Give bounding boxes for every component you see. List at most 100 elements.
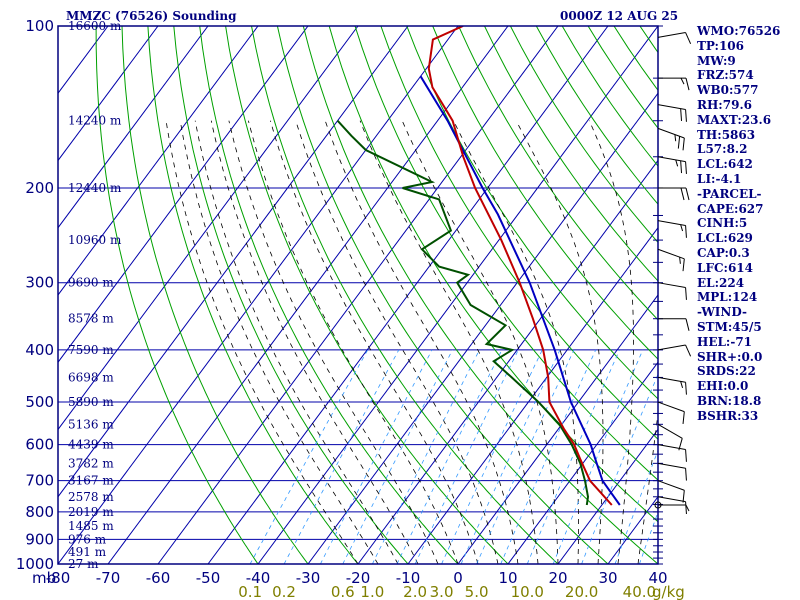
pressure-tick-label: 200 [25,179,54,197]
mixing-ratio-line [614,449,658,564]
dry-adiabat-line [225,26,509,564]
dry-adiabat-line [276,26,609,564]
isotherm-line [58,26,309,364]
isotherm-line [207,26,609,564]
stat-item: CAP:0.3 [697,245,750,260]
temperature-tick-label: 10 [498,569,517,587]
dry-adiabat-line [302,26,658,564]
wind-barb [657,496,687,515]
stat-item: -PARCEL- [697,186,762,201]
mixing-ratio-label: 0.1 [238,583,262,600]
wind-barb [657,127,685,151]
dry-adiabat-line [251,26,559,564]
mixing-ratio-label: 20.0 [565,583,598,600]
dry-adiabat-line [432,26,658,360]
mixing-ratio-label: 1.0 [360,583,384,600]
stat-item: -WIND- [697,305,747,320]
height-label: 6698 m [68,370,114,384]
temperature-tick-label: -20 [346,569,371,587]
stat-item: CAPE:627 [697,201,764,216]
isotherm-line [157,26,559,564]
wind-barb [657,376,687,395]
height-label: 5890 m [68,395,114,409]
wind-barb [657,32,692,45]
moist-adiabat-line [588,120,634,564]
height-label: 3167 m [68,474,114,488]
stat-item: LI:-4.1 [697,171,742,186]
temperature-tick-label: 30 [598,569,617,587]
dry-adiabat-line [354,26,658,481]
dry-adiabat-line [147,26,359,564]
mixing-ratio-line [460,349,561,564]
dewpoint-trace [336,120,590,506]
stat-item: L57:8.2 [697,142,748,157]
wind-barb [658,504,690,512]
height-label: 5136 m [68,417,114,431]
pressure-tick-label: 700 [25,472,54,490]
stat-item: MPL:124 [697,290,758,305]
stat-item: FRZ:574 [697,68,754,83]
mixing-ratio-line [552,349,644,564]
mixing-ratio-label: 0.6 [331,583,355,600]
pressure-tick-label: 300 [25,274,54,292]
isotherm-line [257,26,658,564]
mixing-ratio-label: 10.0 [511,583,544,600]
mixing-ratio-label: 40.0 [623,583,656,600]
stat-item: TH:5863 [697,127,756,142]
dry-adiabat-line [795,26,800,564]
mixing-ratio-line [526,349,620,564]
mixing-ratio-line [581,373,658,564]
mixing-ratio-line [441,349,543,564]
wind-barb [657,401,685,424]
wind-barb [657,444,687,462]
height-label: 10960 m [68,233,122,247]
pressure-tick-label: 800 [25,503,54,521]
height-label: 12440 m [68,181,122,195]
isotherm-line [307,92,658,564]
dry-adiabat-line [95,26,259,564]
isotherm-line [58,26,259,296]
stat-item: SHR+:0.0 [697,349,763,364]
height-label: 2019 m [68,505,114,519]
mixing-ratio-line [414,349,519,564]
mixing-ratio-label: 5.0 [465,583,489,600]
temperature-tick-label: -60 [146,569,171,587]
parcel-trace [419,75,621,506]
isotherm-line [58,26,209,229]
mixing-ratio-line [639,511,658,564]
isotherm-line [507,361,658,564]
isotherm-line [357,159,658,564]
stat-item: LFC:614 [697,260,753,275]
chart-time: 0000Z 12 AUG 25 [560,9,679,23]
stat-item: LCL:629 [697,231,753,246]
mixing-ratio-line [342,349,453,564]
isotherm-line [407,226,658,564]
moist-adiabat-line [359,120,539,564]
temperature-tick-label: 0 [453,569,463,587]
stat-item: BSHR:33 [697,408,759,423]
dry-adiabat-line [380,26,658,440]
stats-panel: WMO:76526 TP:106 MW:9 FRZ:574 WB0:577 RH:79.6… [697,24,780,424]
isotherm-line [557,428,658,564]
pressure-tick-label: 100 [25,17,54,35]
height-label: 2578 m [68,490,114,504]
stat-item: STM:45/5 [697,319,762,334]
pressure-tick-label: 400 [25,341,54,359]
height-label: 9690 m [68,276,114,290]
dry-adiabat-line [406,26,658,400]
height-label: 3782 m [68,456,114,470]
dry-adiabat-line [458,26,658,321]
wind-barb [657,282,687,300]
temperature-tick-label: 40 [648,569,667,587]
wind-barb [657,248,685,272]
isotherm-line [58,26,159,162]
dry-adiabat-line [199,26,459,564]
wind-barb [658,187,690,201]
temperature-trace [427,26,613,506]
stat-item: EHI:0.0 [697,379,749,394]
mixing-ratio-unit: g/kg [652,583,685,600]
height-label: 27 m [68,557,99,571]
surface-marker [654,501,662,509]
pressure-tick-label: 500 [25,393,54,411]
